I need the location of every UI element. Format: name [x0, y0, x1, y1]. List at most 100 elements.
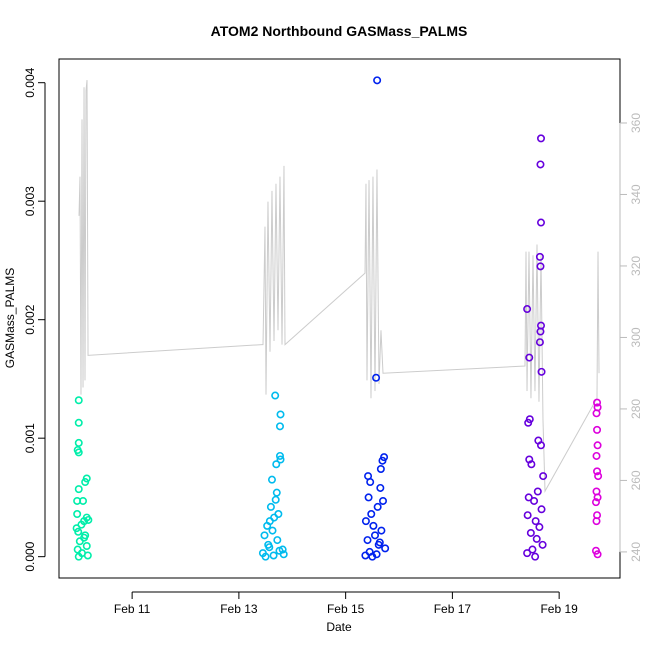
point	[593, 467, 602, 476]
point	[268, 526, 277, 535]
point	[593, 550, 602, 559]
point	[81, 478, 90, 487]
point	[266, 502, 275, 511]
point	[536, 160, 545, 169]
point	[271, 391, 280, 400]
point	[272, 488, 281, 497]
line	[78, 80, 600, 493]
point	[267, 475, 276, 484]
y2-tick-label: 280	[629, 399, 643, 419]
point	[527, 460, 536, 469]
point	[83, 551, 92, 560]
point	[361, 551, 370, 560]
point	[535, 252, 544, 261]
point	[593, 398, 602, 407]
point	[364, 493, 373, 502]
x-tick-label: Feb 19	[540, 602, 578, 616]
point	[535, 523, 544, 532]
point	[593, 493, 602, 502]
point	[366, 478, 375, 487]
point	[82, 542, 91, 551]
y2-tick-label: 300	[629, 327, 643, 347]
point	[594, 472, 603, 481]
point	[75, 537, 84, 546]
point	[538, 540, 547, 549]
point	[593, 425, 602, 434]
point	[265, 543, 274, 552]
point	[523, 511, 532, 520]
point	[373, 502, 382, 511]
point	[269, 551, 278, 560]
point	[537, 505, 546, 514]
y2-tick-label: 360	[629, 113, 643, 133]
point	[275, 451, 284, 460]
point	[74, 485, 83, 494]
y2-tick-label: 340	[629, 184, 643, 204]
point	[378, 456, 387, 465]
point	[528, 545, 537, 554]
point	[533, 487, 542, 496]
point	[369, 521, 378, 530]
point	[271, 495, 280, 504]
point	[79, 496, 88, 505]
y2-tick-label: 260	[629, 470, 643, 490]
y2-tick-label: 320	[629, 256, 643, 276]
point	[372, 373, 381, 382]
point	[381, 544, 390, 553]
point	[84, 515, 93, 524]
point	[524, 493, 533, 502]
point	[537, 218, 546, 227]
point	[74, 396, 83, 405]
point	[592, 517, 601, 526]
y-axis-label: GASMass_PALMS	[3, 268, 17, 368]
y-tick-label: 0.002	[23, 304, 37, 334]
point	[524, 418, 533, 427]
point	[373, 76, 382, 85]
point	[536, 262, 545, 271]
point	[275, 422, 284, 431]
point	[276, 410, 285, 419]
point	[525, 353, 534, 362]
point	[261, 552, 270, 561]
point	[537, 367, 546, 376]
point	[591, 498, 600, 507]
y2-tick-label: 240	[629, 542, 643, 562]
point	[377, 526, 386, 535]
point	[526, 528, 535, 537]
point	[536, 327, 545, 336]
point	[81, 531, 90, 540]
point	[263, 521, 272, 530]
point	[592, 409, 601, 418]
point	[370, 531, 379, 540]
x-tick-label: Feb 11	[114, 602, 151, 616]
x-tick-label: Feb 13	[220, 602, 258, 616]
point	[272, 460, 281, 469]
point	[537, 441, 546, 450]
point	[523, 549, 532, 558]
point	[363, 536, 372, 545]
point	[74, 418, 83, 427]
point	[531, 552, 540, 561]
point	[275, 546, 284, 555]
point	[73, 510, 82, 519]
point	[532, 534, 541, 543]
y-tick-label: 0.001	[23, 423, 37, 453]
point	[537, 134, 546, 143]
chart-title: ATOM2 Northbound GASMass_PALMS	[211, 23, 468, 39]
x-axis-label: Date	[326, 620, 352, 634]
x-tick-label: Feb 17	[434, 602, 472, 616]
point	[535, 338, 544, 347]
y-tick-label: 0.004	[23, 67, 37, 97]
point	[260, 531, 269, 540]
point	[592, 451, 601, 460]
point	[375, 538, 384, 547]
point	[72, 524, 81, 533]
point	[376, 464, 385, 473]
y-tick-label: 0.003	[23, 186, 37, 216]
point	[376, 483, 385, 492]
point	[593, 441, 602, 450]
x-tick-label: Feb 15	[327, 602, 365, 616]
point	[276, 455, 285, 464]
point	[74, 438, 83, 447]
